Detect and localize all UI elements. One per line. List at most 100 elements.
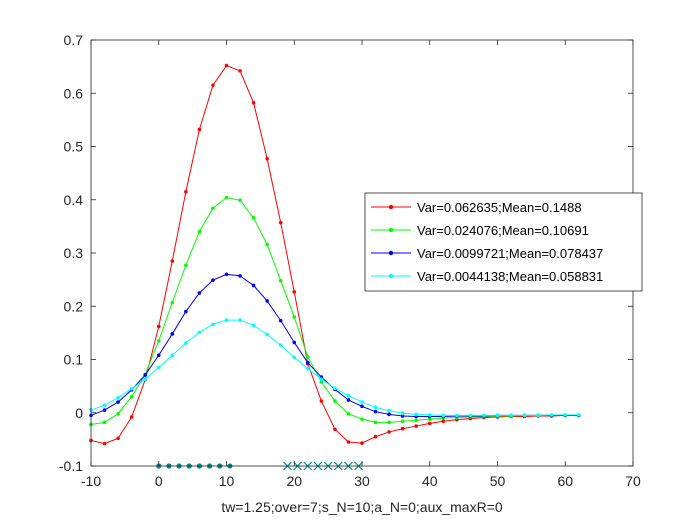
- series-2-point: [427, 417, 432, 421]
- y-axis: -0.1 0 0.1 0.2 0.3 0.4 0.5 0.6 0.7: [59, 32, 633, 474]
- x-tick-label: 70: [625, 473, 641, 489]
- series-4-point: [265, 332, 269, 337]
- series-4-point: [251, 323, 256, 328]
- series-1-point: [427, 421, 432, 426]
- series-4-point: [156, 365, 161, 370]
- y-tick-label: 0.3: [64, 245, 84, 261]
- legend-box: [364, 192, 643, 292]
- series-3-point: [184, 309, 188, 314]
- series-3-point: [116, 400, 120, 404]
- x-tick-label: 10: [219, 473, 235, 489]
- series-4-point: [577, 413, 581, 417]
- series-4-point: [468, 413, 473, 418]
- series-4-point: [441, 413, 446, 418]
- x-axis: -10 0 10 20 30 40 50 60 70: [81, 40, 641, 489]
- y-tick-label: 0.5: [64, 139, 84, 155]
- series-4-point: [400, 411, 405, 416]
- series-4-point: [129, 386, 134, 391]
- series-2-point: [333, 399, 337, 403]
- series-1-point: [224, 63, 229, 68]
- series-1-point: [441, 419, 446, 424]
- series-4-point: [333, 386, 337, 391]
- series-1-point: [265, 156, 269, 161]
- series-2-point: [387, 420, 391, 425]
- legend-swatch-marker: [388, 227, 394, 233]
- series-3-point: [278, 318, 283, 323]
- legend-swatch-marker: [388, 250, 394, 256]
- series-2-point: [400, 419, 405, 424]
- series-2-point: [197, 229, 202, 234]
- x-tick-label: 20: [286, 473, 302, 489]
- series-4-point: [170, 353, 175, 358]
- series-2-point: [184, 263, 188, 268]
- y-tick-label: 0: [75, 405, 83, 421]
- series-2-point: [319, 380, 324, 384]
- y-tick-label: 0.6: [64, 85, 84, 101]
- series-2-point: [238, 198, 242, 203]
- series-4-point: [522, 413, 527, 418]
- series-1-point: [278, 220, 283, 225]
- legend-item-4: Var=0.0044138;Mean=0.058831: [371, 269, 603, 284]
- series-4-point: [360, 400, 364, 404]
- y-tick-label: 0.1: [64, 352, 84, 368]
- series-4-point: [387, 408, 391, 413]
- y-tick-label: -0.1: [59, 458, 83, 474]
- series-4-point: [563, 413, 568, 417]
- series-4: [89, 318, 581, 418]
- series-4-point: [549, 413, 554, 417]
- x-tick-label: 50: [490, 473, 506, 489]
- series-1-point: [333, 427, 337, 432]
- series-3-point: [265, 299, 269, 303]
- series-4-point: [427, 413, 432, 417]
- series-2-point: [170, 300, 175, 305]
- series-1-point: [387, 430, 391, 434]
- series-1-point: [197, 127, 202, 132]
- y-tick-label: 0.4: [64, 192, 84, 208]
- legend-item-1: Var=0.062635;Mean=0.1488: [371, 200, 582, 215]
- series-3-point: [400, 414, 405, 418]
- series-4-point: [306, 366, 310, 371]
- legend-label: Var=0.062635;Mean=0.1488: [417, 200, 582, 215]
- legend-swatch-marker: [388, 204, 394, 210]
- series-1-point: [346, 440, 351, 444]
- x-tick-label: 0: [155, 473, 163, 489]
- series-2-point: [346, 412, 351, 416]
- series-1-point: [400, 426, 405, 431]
- series-4-point: [184, 341, 188, 345]
- series-4-point: [373, 405, 378, 410]
- series-1-point: [102, 441, 107, 446]
- series-1-point: [373, 434, 378, 439]
- legend: Var=0.062635;Mean=0.1488 Var=0.024076;Mea…: [364, 192, 643, 292]
- series-2-point: [224, 195, 229, 200]
- series-2-point: [278, 278, 283, 283]
- x-tick-label: 40: [422, 473, 438, 489]
- x-axis-label: tw=1.25;over=7;s_N=10;a_N=0;aux_maxR=0: [221, 499, 503, 515]
- series-3-point: [306, 360, 310, 365]
- legend-label: Var=0.0099721;Mean=0.078437: [417, 246, 603, 261]
- series-4-point: [536, 413, 540, 418]
- series-3-point: [292, 340, 297, 345]
- series-1-point: [414, 424, 419, 428]
- series-4-point: [319, 377, 324, 382]
- series-4-point: [346, 393, 351, 398]
- series-3-point: [170, 332, 175, 336]
- series-2-point: [360, 417, 364, 421]
- series-2-point: [265, 242, 269, 247]
- series-1-point: [129, 415, 134, 419]
- series-1-point: [360, 441, 364, 445]
- series-4-point: [224, 318, 229, 322]
- x-tick-label: -10: [81, 473, 101, 489]
- series-2-point: [292, 315, 297, 319]
- series-1-point: [156, 324, 161, 329]
- series-3-point: [102, 408, 107, 412]
- series-3-point: [373, 409, 378, 414]
- series-1-point: [116, 436, 120, 441]
- series-3-point: [197, 291, 202, 295]
- series-4-point: [292, 355, 297, 360]
- series-4-point: [102, 403, 107, 408]
- y-tick-label: 0.7: [64, 32, 84, 48]
- series-4-point: [278, 343, 283, 347]
- series-1-point: [292, 290, 297, 294]
- series-3-point: [387, 412, 391, 417]
